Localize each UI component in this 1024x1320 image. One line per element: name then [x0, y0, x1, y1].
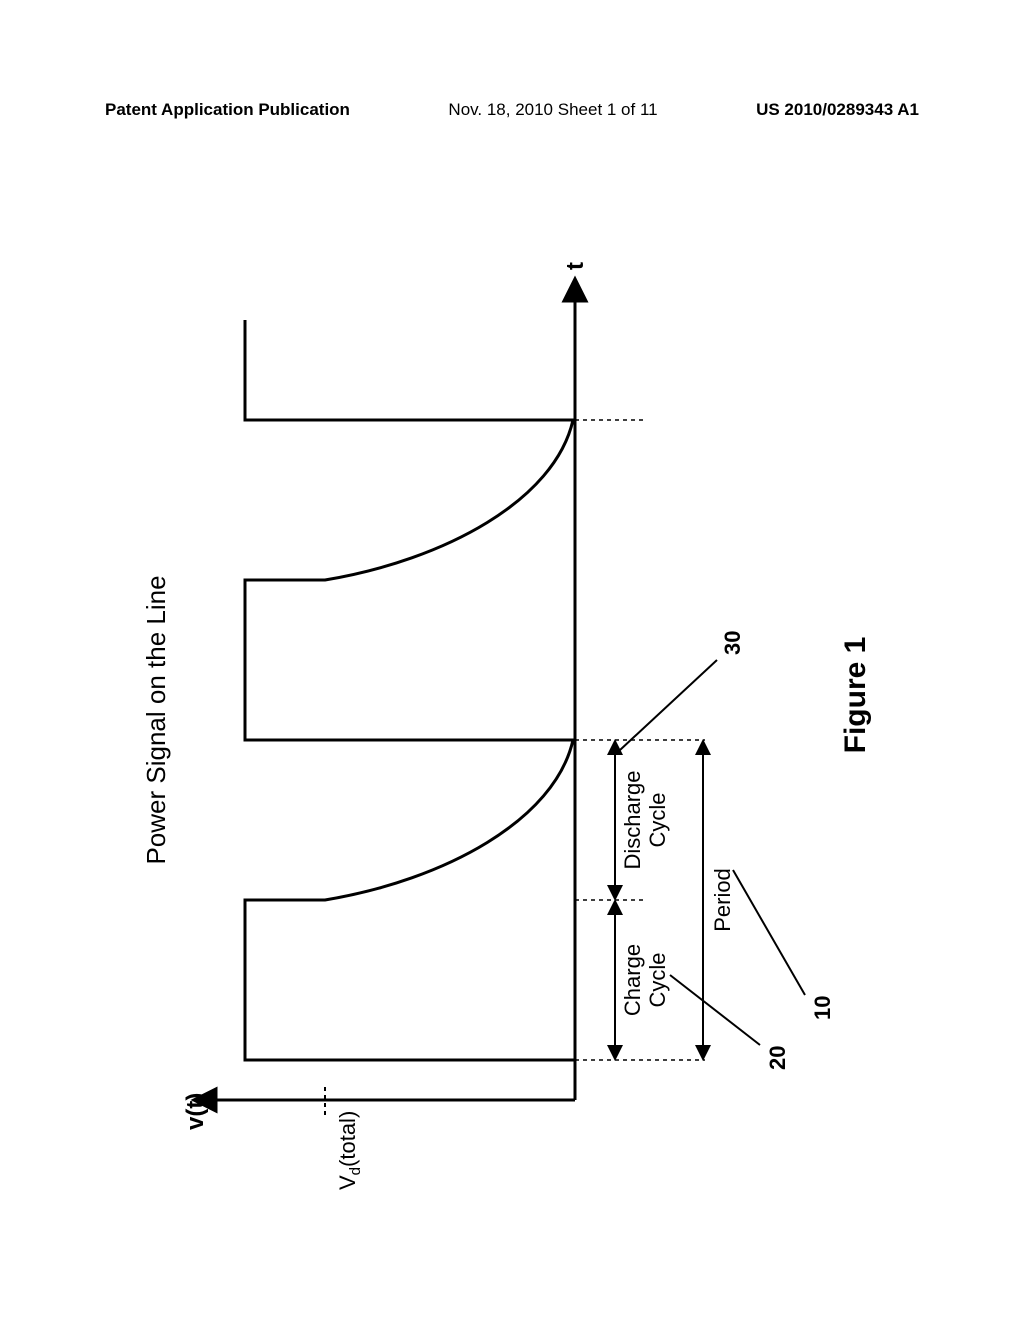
publication-number: US 2010/0289343 A1 [756, 100, 919, 120]
publication-type: Patent Application Publication [105, 100, 350, 120]
callout-30-line [620, 660, 717, 750]
figure-svg: Power Signal on the Line v(t) t Vd(total… [105, 170, 919, 1220]
callout-10-line [733, 870, 805, 995]
signal-waveform [245, 320, 575, 1100]
figure-inner: Power Signal on the Line v(t) t Vd(total… [105, 170, 919, 1220]
publication-date: Nov. 18, 2010 Sheet 1 of 11 [448, 100, 657, 120]
chart-title: Power Signal on the Line [141, 575, 171, 864]
callout-10: 10 [810, 996, 835, 1020]
charge-label-1: Charge [620, 944, 645, 1016]
callout-20: 20 [765, 1046, 790, 1070]
figure-caption: Figure 1 [839, 637, 872, 754]
callout-30: 30 [720, 631, 745, 655]
discharge-label-1: Discharge [620, 770, 645, 869]
charge-label-2: Cycle [645, 952, 670, 1007]
period-label: Period [710, 868, 735, 932]
figure-container: Power Signal on the Line v(t) t Vd(total… [0, 288, 1024, 1102]
x-axis-label: t [562, 262, 589, 270]
discharge-label-2: Cycle [645, 792, 670, 847]
callout-20-line [670, 975, 760, 1045]
page-header: Patent Application Publication Nov. 18, … [105, 100, 919, 120]
vd-label: Vd(total) [335, 1111, 364, 1190]
y-axis-label: v(t) [182, 1093, 209, 1130]
